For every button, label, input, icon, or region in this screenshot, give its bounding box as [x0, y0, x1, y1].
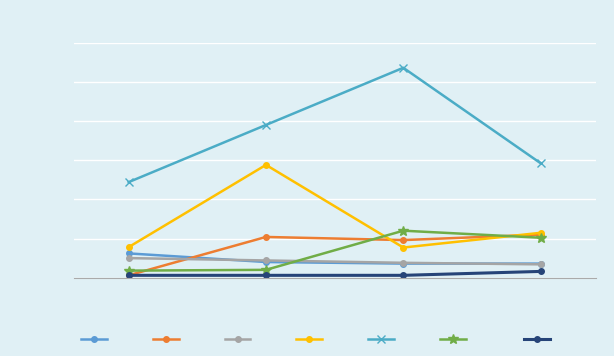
- 深セン市: [262, 268, 270, 272]
- 上海市: [400, 261, 407, 265]
- 天津市: [125, 273, 132, 277]
- 湖北省: [400, 245, 407, 250]
- 重慶市: [537, 269, 545, 273]
- 湖北省: [125, 245, 132, 249]
- 上海市: [262, 258, 270, 263]
- 重慶市: [125, 273, 132, 277]
- Line: 上海市: 上海市: [126, 255, 543, 267]
- 天津市: [537, 232, 545, 237]
- 上海市: [125, 256, 132, 260]
- 上海市: [537, 262, 545, 267]
- 北京市: [537, 261, 545, 266]
- 北京市: [125, 251, 132, 256]
- 広東省: [400, 66, 407, 70]
- 天津市: [262, 235, 270, 239]
- 深セン市: [400, 229, 407, 233]
- 重慶市: [262, 273, 270, 277]
- 広東省: [262, 123, 270, 127]
- 湖北省: [262, 163, 270, 167]
- 広東省: [125, 180, 132, 184]
- Line: 湖北省: 湖北省: [126, 162, 543, 250]
- 湖北省: [537, 231, 545, 235]
- Line: 天津市: 天津市: [126, 232, 543, 278]
- Line: 深セン市: 深セン市: [124, 226, 545, 276]
- 重慶市: [400, 273, 407, 277]
- 深セン市: [537, 236, 545, 240]
- 北京市: [262, 260, 270, 264]
- Legend: 北京市, 天津市, 上海市, 湖北省, 広東省, 深セン市, 重慶市: 北京市, 天津市, 上海市, 湖北省, 広東省, 深セン市, 重慶市: [81, 335, 588, 344]
- 深セン市: [125, 268, 132, 273]
- Line: 北京市: 北京市: [126, 251, 543, 266]
- 広東省: [537, 161, 545, 166]
- 北京市: [400, 261, 407, 266]
- 天津市: [400, 238, 407, 242]
- Line: 重慶市: 重慶市: [126, 269, 543, 278]
- Line: 広東省: 広東省: [125, 64, 545, 186]
